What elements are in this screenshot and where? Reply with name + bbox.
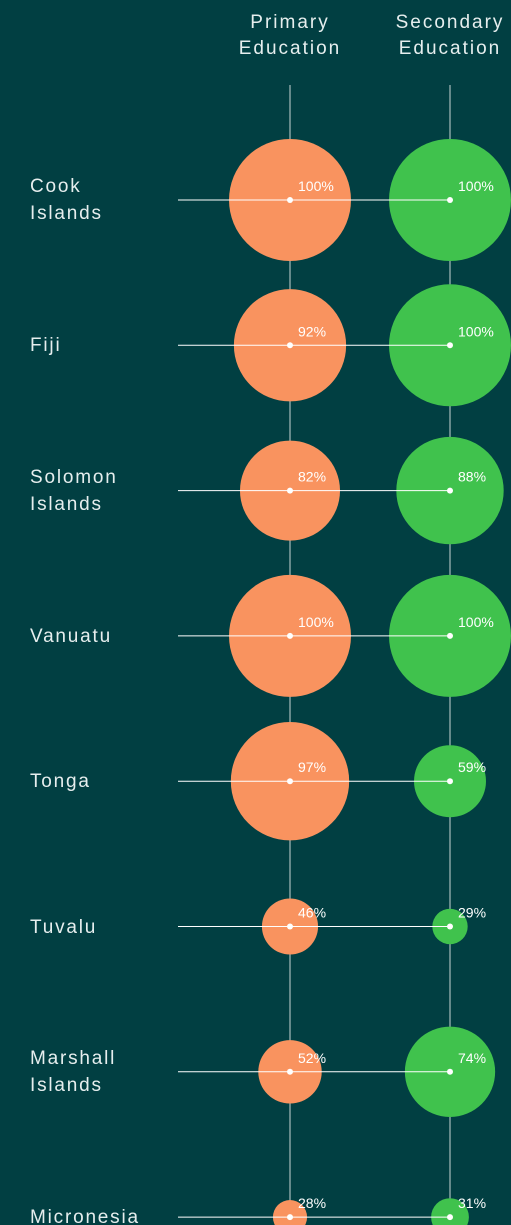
value-label: 74% — [458, 1050, 486, 1066]
value-label: 59% — [458, 759, 486, 775]
center-dot — [447, 1214, 453, 1221]
center-dot — [447, 197, 453, 203]
value-label: 97% — [298, 759, 326, 775]
center-dot — [447, 778, 453, 785]
value-label: 100% — [298, 178, 334, 194]
row-label: Tonga — [30, 771, 91, 793]
value-label: 28% — [298, 1195, 326, 1211]
center-dot — [287, 778, 293, 785]
value-label: 92% — [298, 323, 326, 339]
value-label: 29% — [458, 905, 486, 921]
center-dot — [287, 923, 293, 930]
value-label: 88% — [458, 469, 486, 485]
center-dot — [287, 342, 293, 349]
value-label: 100% — [458, 614, 494, 630]
row-label: Solomon Islands — [30, 466, 118, 515]
value-label: 31% — [458, 1195, 486, 1211]
value-label: 52% — [298, 1050, 326, 1066]
row-label: Vanuatu — [30, 625, 112, 647]
row-label: Marshall Islands — [30, 1047, 117, 1096]
column-header: Secondary Education — [395, 12, 505, 59]
center-dot — [447, 1068, 453, 1075]
center-dot — [447, 632, 453, 639]
bubble — [272, 1200, 308, 1225]
value-label: 82% — [298, 469, 326, 485]
center-dot — [287, 632, 293, 639]
center-dot — [287, 1214, 293, 1221]
center-dot — [447, 923, 453, 930]
row-label: Tuvalu — [30, 916, 98, 938]
row-label: Cook Islands — [30, 176, 103, 224]
center-dot — [287, 197, 293, 203]
row-label: Fiji — [30, 335, 62, 357]
column-header: Primary Education — [238, 12, 342, 59]
row-label: Micronesia — [30, 1207, 140, 1225]
center-dot — [447, 487, 453, 494]
value-label: 100% — [298, 614, 334, 630]
value-label: 100% — [458, 178, 494, 194]
center-dot — [287, 1068, 293, 1075]
bubble — [431, 1198, 469, 1225]
value-label: 46% — [298, 905, 326, 921]
center-dot — [287, 487, 293, 494]
value-label: 100% — [458, 323, 494, 339]
center-dot — [447, 342, 453, 349]
